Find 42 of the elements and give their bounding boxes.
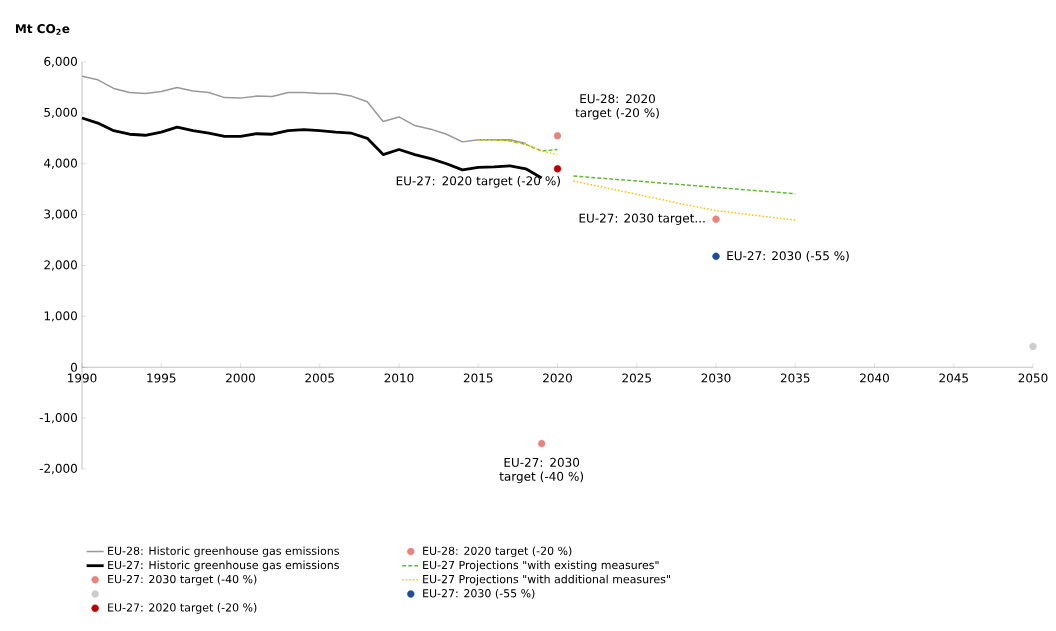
y-tick-label: 6,000 — [44, 56, 77, 68]
x-tick-label: 2015 — [463, 373, 493, 383]
y-axis-title: Mt CO$_{2}$e — [15, 24, 70, 35]
annotation: EU-27: 2030 target... — [579, 213, 705, 225]
x-tick-label: 2040 — [860, 373, 889, 383]
point — [537, 439, 546, 448]
annotation: EU-27: 2030 target (-40 %) — [499, 457, 584, 484]
legend-label: EU-27: 2030 target (-40 %) — [108, 574, 257, 586]
x-tick-label: 2050 — [1018, 373, 1048, 383]
y-tick-label: -2,000 — [39, 463, 77, 475]
x-tick-label: 2000 — [226, 373, 255, 383]
point — [553, 165, 562, 173]
annotation: EU-27: 2030 (-55 %) — [727, 251, 849, 262]
legend-label: EU-27: 2030 (-55 %) — [423, 588, 535, 599]
annotation: EU-28: 2020 target (-20 %) — [575, 94, 659, 120]
point — [1029, 342, 1037, 351]
x-tick-label: 2005 — [305, 373, 334, 383]
legend-label: EU-28: Historic greenhouse gas emissions — [108, 546, 339, 558]
legend-label: EU-27: Historic greenhouse gas emissions — [108, 560, 339, 572]
y-tick-label: 1,000 — [44, 311, 77, 322]
x-tick-label: 2025 — [622, 373, 651, 383]
point — [712, 215, 720, 223]
y-tick-label: 4,000 — [44, 158, 77, 169]
y-tick-label: 2,000 — [44, 260, 77, 271]
legend-label: EU-27: 2020 target (-20 %) — [108, 603, 257, 614]
annotation: EU-27: 2020 target (-20 %) — [396, 176, 560, 188]
legend-label: EU-27 Projections "with additional measures" — [423, 574, 670, 586]
point — [712, 252, 720, 261]
x-tick-label: 2030 — [701, 373, 731, 383]
legend-label: EU-28: 2020 target (-20 %) — [423, 546, 572, 558]
y-tick-label: 0 — [70, 362, 77, 372]
x-tick-label: 2035 — [780, 373, 810, 383]
point — [553, 132, 562, 140]
x-tick-label: 2020 — [543, 373, 572, 383]
x-tick-label: 1995 — [147, 373, 176, 383]
x-tick-label: 2010 — [384, 373, 414, 383]
legend-label: EU-27 Projections "with existing measures" — [423, 560, 659, 572]
y-tick-label: -1,000 — [39, 412, 77, 424]
y-tick-label: 3,000 — [44, 209, 77, 220]
x-tick-label: 1990 — [68, 373, 97, 383]
x-tick-label: 2045 — [939, 373, 968, 383]
y-tick-label: 5,000 — [44, 107, 77, 119]
